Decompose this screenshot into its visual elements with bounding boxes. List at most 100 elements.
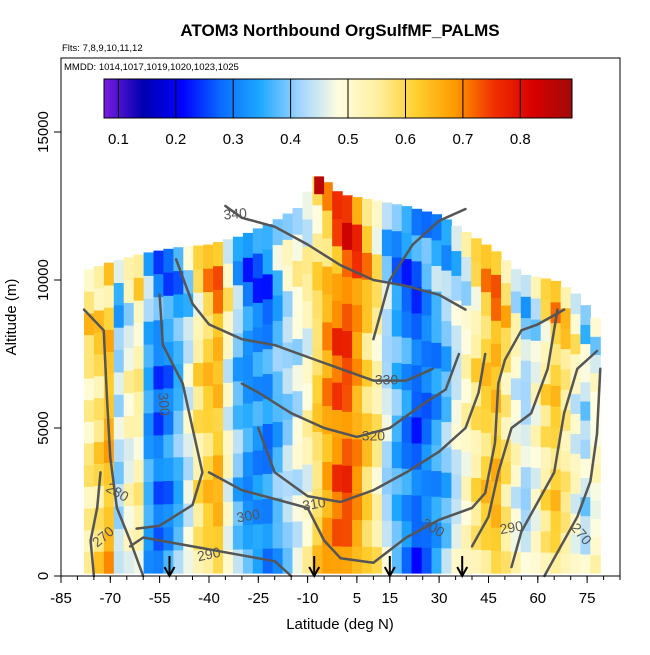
curtain-cell (93, 266, 105, 289)
curtain-cell (501, 260, 512, 284)
curtain-cell (123, 505, 135, 529)
colorbar-swatch (318, 79, 321, 118)
colorbar-swatch (254, 79, 257, 118)
curtain-cell (431, 419, 442, 446)
curtain-cell (103, 307, 115, 330)
colorbar-swatch (230, 79, 233, 118)
curtain-cell (282, 547, 294, 574)
curtain-cell (302, 300, 313, 329)
curtain-cell (143, 252, 155, 276)
colorbar-swatch (164, 79, 167, 118)
curtain-cell (282, 239, 294, 266)
curtain-cell (481, 408, 492, 433)
curtain-cell (302, 491, 313, 520)
curtain-cell (471, 381, 482, 407)
curtain-cell (262, 473, 274, 499)
curtain-cell (560, 389, 572, 411)
curtain-cell (133, 391, 145, 415)
colorbar-swatch (342, 79, 345, 118)
curtain-cell (501, 282, 512, 306)
curtain-cell (133, 300, 145, 324)
curtain-cell (252, 499, 264, 525)
colorbar-swatch (362, 79, 365, 118)
colorbar-swatch (308, 79, 311, 118)
colorbar-swatch (208, 79, 211, 118)
curtain-cell (540, 552, 552, 574)
curtain-cell (510, 421, 522, 444)
curtain-cell (342, 249, 353, 277)
curtain-cell (550, 343, 562, 365)
colorbar-swatch (210, 79, 213, 118)
colorbar-swatch (200, 79, 203, 118)
curtain-cell (183, 363, 194, 387)
curtain-cell (153, 273, 164, 298)
curtain-cell (550, 427, 562, 449)
curtain-cell (570, 553, 581, 574)
curtain-cell (371, 253, 383, 282)
curtain-cell (193, 245, 204, 270)
colorbar-swatch (288, 79, 291, 118)
curtain-cell (530, 530, 542, 553)
curtain-cell (501, 439, 512, 462)
curtain-cell (540, 404, 552, 427)
curtain-cell (401, 232, 413, 260)
curtain-cell (461, 353, 472, 379)
curtain-cell (322, 266, 333, 295)
x-tick-label: 15 (381, 590, 398, 607)
colorbar-swatch (212, 79, 215, 118)
curtain-cell (431, 547, 442, 574)
curtain-cell (133, 436, 145, 460)
curtain-cell (123, 347, 135, 371)
curtain-cell (411, 521, 423, 548)
curtain-cell (580, 439, 591, 459)
contour-line (372, 207, 467, 341)
curtain-cell (143, 389, 155, 414)
colorbar-swatch (374, 79, 377, 118)
curtain-cell (391, 441, 403, 469)
colorbar-swatch (270, 79, 273, 118)
curtain-cell (391, 309, 403, 337)
curtain-cell (272, 219, 284, 246)
curtain-cell (451, 300, 462, 326)
colorbar-swatch (554, 79, 557, 118)
colorbar-swatch (202, 79, 205, 118)
curtain-cell (401, 337, 413, 364)
curtain-cell (371, 280, 383, 308)
curtain-cell (481, 361, 492, 386)
curtain-cell (590, 518, 601, 538)
curtain-cell (213, 265, 224, 290)
curtain-cell (560, 409, 572, 431)
curtain-cell (421, 314, 433, 342)
curtain-cell (84, 551, 95, 574)
curtain-cell (232, 356, 244, 382)
curtain-cell (153, 342, 164, 367)
curtain-cell (391, 494, 403, 521)
colorbar-swatch (506, 79, 509, 118)
colorbar-swatch (550, 79, 553, 118)
curtain-cell (84, 334, 95, 357)
curtain-cell (133, 504, 145, 529)
curtain-cell (123, 437, 135, 461)
curtain-cell (401, 415, 413, 443)
curtain-cell (183, 549, 194, 574)
curtain-cell (381, 546, 393, 574)
colorbar-swatch (340, 79, 343, 118)
colorbar-swatch (496, 79, 499, 118)
curtain-cell (322, 182, 333, 211)
colorbar-swatch (286, 79, 289, 118)
curtain-cell (103, 262, 115, 286)
curtain-cell (362, 359, 373, 387)
curtain-cell (530, 551, 542, 574)
curtain-cell (322, 377, 333, 407)
colorbar-swatch (508, 79, 511, 118)
curtain-cell (491, 320, 502, 344)
curtain-cell (322, 433, 333, 462)
curtain-cell (282, 264, 294, 292)
colorbar-swatch (344, 79, 347, 118)
curtain-cell (93, 441, 105, 464)
curtain-cell (401, 310, 413, 338)
curtain-cell (570, 393, 581, 414)
curtain-cell (540, 467, 552, 490)
colorbar-swatch (492, 79, 495, 118)
curtain-cell (491, 366, 502, 390)
